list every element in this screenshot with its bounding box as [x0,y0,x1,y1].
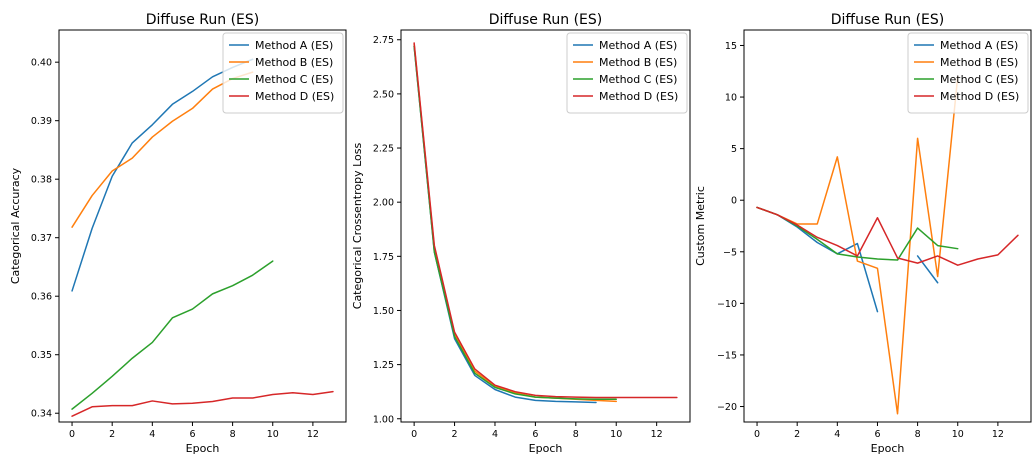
y-tick-label: 0.38 [31,175,52,186]
y-tick-label: 2.00 [373,198,394,209]
x-tick-label: 0 [69,429,75,440]
chart-panel-1: Diffuse Run (ES) 0 2 4 6 8 10 12 0.34 0.35 0.36 0.3… [9,12,347,455]
y-tick-label: 1.50 [373,306,394,317]
y-tick-label: 0.34 [31,409,52,420]
chart-panel-2: Diffuse Run (ES) 0 2 4 6 8 10 12 1.00 1.25 1.50 1.7… [351,12,691,455]
legend-box [222,32,344,114]
legend-label-method-a-es: Method A (ES) [599,39,677,52]
plot-frame [58,29,347,423]
y-tick-label: 0.35 [31,350,52,361]
x-tick-label: 10 [952,429,964,440]
x-tick-label: 6 [189,429,195,440]
y-tick-label: 0 [731,196,737,207]
y-tick-label: 0.36 [31,292,52,303]
x-tick-label: 10 [610,429,622,440]
x-axis-label: Epoch [186,442,220,455]
legend-label-method-b-es: Method B (ES) [255,56,333,69]
x-tick-label: 4 [149,429,155,440]
x-tick-label: 2 [452,429,458,440]
series-line-method-d-es [413,42,678,399]
x-tick-label: 6 [532,429,538,440]
y-tick-label: −20 [717,402,737,413]
y-tick-label: 0.37 [31,233,52,244]
legend-box [566,32,688,114]
x-tick-label: 12 [307,429,319,440]
y-tick-label: 2.50 [373,89,394,100]
legend-label-method-a-es: Method A (ES) [940,39,1018,52]
legend-label-method-c-es: Method C (ES) [599,73,677,86]
legend: Method A (ES) Method B (ES) Method C (ES) M… [222,32,344,114]
x-tick-label: 8 [230,429,236,440]
y-tick-label: 1.00 [373,414,394,425]
legend-label-method-d-es: Method D (ES) [255,90,334,103]
legend-label-method-c-es: Method C (ES) [255,73,333,86]
legend-box [907,32,1029,114]
x-axis-label: Epoch [871,442,905,455]
x-tick-label: 8 [573,429,579,440]
x-tick-label: 12 [992,429,1004,440]
series-line-method-c-es [756,206,959,261]
series-line-method-c-es [413,45,617,401]
plot-frame [400,29,691,423]
y-tick-label: −5 [723,247,737,258]
y-tick-label: 5 [731,144,737,155]
legend-label-method-c-es: Method C (ES) [940,73,1018,86]
legend-label-method-a-es: Method A (ES) [255,39,333,52]
x-axis-label: Epoch [529,442,563,455]
chart-title: Diffuse Run (ES) [146,12,260,28]
x-tick-label: 0 [411,429,417,440]
legend-label-method-b-es: Method B (ES) [940,56,1018,69]
series-line-method-d-es [71,390,334,417]
series-line-method-d-es [756,206,1019,266]
y-tick-label: 1.25 [373,360,394,371]
x-tick-label: 2 [109,429,115,440]
x-tick-label: 0 [754,429,760,440]
y-tick-label: 10 [725,93,737,104]
y-axis-label: Categorical Accuracy [9,167,22,284]
y-tick-label: 0.39 [31,116,52,127]
y-tick-label: 2.75 [373,35,394,46]
y-axis-label: Custom Metric [694,186,707,266]
y-tick-label: 2.25 [373,144,394,155]
x-tick-label: 2 [794,429,800,440]
y-axis-label: Categorical Crossentropy Loss [351,142,364,309]
y-tick-label: 1.75 [373,252,394,263]
x-tick-label: 4 [834,429,840,440]
legend-label-method-d-es: Method D (ES) [940,90,1019,103]
legend-label-method-b-es: Method B (ES) [599,56,677,69]
y-tick-label: 0.40 [31,58,52,69]
plot-frame [743,29,1032,423]
y-tick-label: −10 [717,299,737,310]
x-tick-label: 12 [651,429,663,440]
legend: Method A (ES) Method B (ES) Method C (ES) M… [566,32,688,114]
y-tick-label: −15 [717,350,737,361]
x-tick-label: 10 [267,429,279,440]
series-line-method-a-es [756,206,939,313]
chart-title: Diffuse Run (ES) [831,12,945,28]
series-line-method-c-es [71,260,274,410]
x-tick-label: 6 [874,429,880,440]
legend: Method A (ES) Method B (ES) Method C (ES) M… [907,32,1029,114]
x-tick-label: 8 [915,429,921,440]
legend-label-method-d-es: Method D (ES) [599,90,678,103]
x-tick-label: 4 [492,429,498,440]
y-tick-label: 15 [725,41,737,52]
chart-panel-3: Diffuse Run (ES) 0 2 4 6 8 10 12 −20 −15 −10 −5 0 5 10… [694,12,1032,455]
chart-title: Diffuse Run (ES) [489,12,603,28]
